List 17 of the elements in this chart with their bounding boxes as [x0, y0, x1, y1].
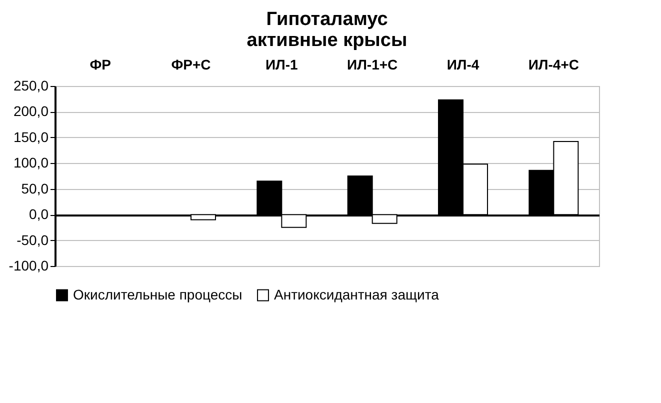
- legend-label: Антиоксидантная защита: [274, 286, 440, 302]
- y-tick-label: 0,0: [29, 206, 49, 222]
- x-tick-label: ФР: [90, 56, 111, 72]
- x-tick-label: ФР+С: [171, 56, 211, 72]
- y-tick-label: 100,0: [13, 154, 49, 171]
- legend-label: Окислительные процессы: [73, 286, 242, 302]
- y-tick-label: 200,0: [13, 103, 49, 120]
- y-tick-label: 50,0: [21, 180, 49, 196]
- y-tick-label: -100,0: [8, 258, 49, 274]
- y-tick-label: 250,0: [13, 78, 49, 94]
- chart-title: Гипоталамус активные крысы: [246, 9, 408, 51]
- x-tick-label: ИЛ-1+С: [347, 56, 398, 72]
- y-tick-label: 150,0: [13, 128, 49, 145]
- x-tick-label: ИЛ-4: [446, 56, 480, 72]
- x-tick-label: ИЛ-4+С: [528, 56, 579, 72]
- y-tick-label: -50,0: [16, 232, 49, 248]
- x-tick-label: ИЛ-1: [265, 56, 298, 72]
